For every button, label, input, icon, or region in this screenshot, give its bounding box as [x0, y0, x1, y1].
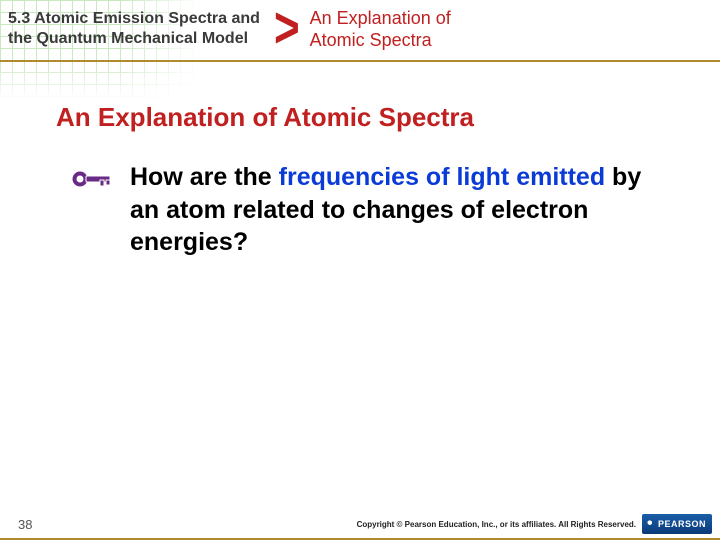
section-title: 5.3 Atomic Emission Spectra and the Quan… — [8, 9, 260, 49]
topic-line2: Atomic Spectra — [310, 30, 432, 50]
slide-header: 5.3 Atomic Emission Spectra and the Quan… — [0, 0, 720, 54]
page-number: 38 — [18, 517, 32, 532]
publisher-name: PEARSON — [658, 519, 706, 529]
slide-footer: 38 Copyright © Pearson Education, Inc., … — [0, 514, 720, 534]
section-title-line2: the Quantum Mechanical Model — [8, 30, 248, 47]
key-icon — [70, 167, 114, 191]
body-content: How are the frequencies of light emitted… — [70, 161, 650, 259]
header-divider — [0, 60, 720, 62]
topic-title: An Explanation of Atomic Spectra — [310, 7, 451, 52]
body-highlight-1: frequencies of light — [279, 163, 510, 191]
topic-line1: An Explanation of — [310, 8, 451, 28]
body-text: How are the frequencies of light emitted… — [130, 161, 650, 259]
body-pre1: How are the — [130, 163, 279, 191]
page-title: An Explanation of Atomic Spectra — [56, 102, 720, 133]
chevron-icon: > — [274, 0, 300, 57]
publisher-logo: PEARSON — [642, 514, 712, 534]
copyright-text: Copyright © Pearson Education, Inc., or … — [32, 520, 636, 529]
section-title-line1: 5.3 Atomic Emission Spectra and — [8, 10, 260, 27]
body-highlight-2: emitted — [516, 163, 605, 191]
